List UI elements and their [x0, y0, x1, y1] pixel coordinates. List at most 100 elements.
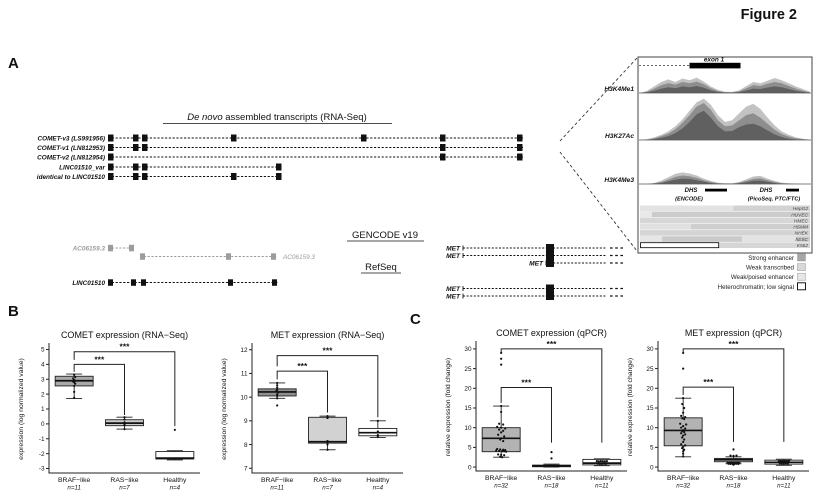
svg-text:relative expression (fold chan: relative expression (fold change) — [445, 358, 452, 456]
svg-text:***: *** — [547, 339, 558, 349]
svg-text:DHS: DHS — [760, 188, 773, 194]
svg-text:HUVEC: HUVEC — [791, 212, 808, 218]
svg-text:COMET-v1 (LN812953): COMET-v1 (LN812953) — [37, 145, 105, 152]
svg-text:H3K27Ac: H3K27Ac — [605, 133, 634, 140]
svg-text:hESC: hESC — [795, 237, 808, 243]
svg-text:***: *** — [94, 354, 105, 364]
svg-text:RAS−like: RAS−like — [313, 477, 341, 484]
svg-text:Strong enhancer: Strong enhancer — [748, 255, 794, 262]
svg-text:-1: -1 — [39, 436, 45, 443]
svg-text:LINC01510_var: LINC01510_var — [59, 164, 105, 171]
svg-text:MET expression (qPCR): MET expression (qPCR) — [685, 328, 782, 338]
svg-text:BRAF−like: BRAF−like — [485, 475, 518, 482]
svg-text:30: 30 — [464, 346, 472, 353]
svg-text:DHS: DHS — [685, 188, 698, 194]
panel-b-label: B — [8, 303, 19, 320]
svg-text:0: 0 — [468, 464, 472, 471]
svg-text:COMET-v3 (LS991956): COMET-v3 (LS991956) — [38, 135, 105, 142]
svg-text:MET: MET — [446, 286, 461, 293]
svg-text:NHEK: NHEK — [795, 231, 809, 237]
svg-text:RAS−like: RAS−like — [719, 475, 747, 482]
svg-text:8: 8 — [244, 442, 248, 449]
svg-text:n=18: n=18 — [545, 483, 559, 490]
svg-text:25: 25 — [646, 366, 654, 373]
panel-a-genomic-tracks: De novo assembled transcripts (RNA-Seq) G… — [37, 56, 813, 300]
svg-text:(ENCODE): (ENCODE) — [675, 197, 703, 203]
svg-text:11: 11 — [241, 371, 248, 378]
svg-text:***: *** — [729, 339, 740, 349]
panel-c-label: C — [410, 311, 421, 328]
svg-text:25: 25 — [464, 366, 472, 373]
svg-text:20: 20 — [646, 385, 654, 392]
svg-text:H3K4Me1: H3K4Me1 — [604, 86, 634, 93]
svg-text:***: *** — [703, 377, 714, 387]
svg-text:***: *** — [297, 361, 308, 371]
svg-text:Healthy: Healthy — [772, 475, 796, 482]
svg-text:Healthy: Healthy — [590, 475, 614, 482]
svg-text:MET: MET — [529, 260, 544, 267]
svg-text:(PicoSeq, PTC/FTC): (PicoSeq, PTC/FTC) — [748, 197, 801, 203]
svg-text:-2: -2 — [39, 451, 45, 458]
svg-text:MET: MET — [446, 293, 461, 300]
svg-text:15: 15 — [646, 405, 654, 412]
svg-text:9: 9 — [244, 418, 248, 425]
svg-text:expression (log normalized val: expression (log normalized value) — [221, 358, 228, 460]
boxplot-met-rnaseq: MET expression (RNA−Seq) expression (log … — [221, 330, 403, 492]
svg-text:RAS−like: RAS−like — [110, 477, 138, 484]
svg-text:HMEC: HMEC — [794, 218, 809, 224]
svg-text:AC06159.3: AC06159.3 — [282, 254, 315, 261]
svg-text:BRAF−like: BRAF−like — [58, 477, 91, 484]
svg-text:0: 0 — [41, 421, 45, 428]
svg-text:HSMM: HSMM — [793, 225, 808, 231]
svg-text:10: 10 — [464, 425, 472, 432]
svg-text:Heterochromatin; low signal: Heterochromatin; low signal — [718, 284, 794, 291]
svg-text:LINC01510: LINC01510 — [72, 280, 105, 287]
svg-text:COMET expression (RNA−Seq): COMET expression (RNA−Seq) — [61, 330, 188, 340]
svg-text:AC06159.3: AC06159.3 — [72, 245, 106, 252]
svg-text:4: 4 — [41, 362, 45, 369]
svg-text:Healthy: Healthy — [163, 477, 187, 484]
svg-text:MET: MET — [446, 245, 461, 252]
svg-text:***: *** — [323, 346, 334, 356]
panel-a-label: A — [8, 55, 19, 72]
svg-text:BRAF−like: BRAF−like — [261, 477, 294, 484]
svg-text:RefSeq: RefSeq — [365, 262, 397, 273]
svg-text:5: 5 — [650, 445, 654, 452]
svg-text:n=4: n=4 — [170, 485, 181, 492]
svg-text:n=4: n=4 — [373, 485, 384, 492]
svg-text:10: 10 — [240, 394, 248, 401]
svg-text:K562: K562 — [797, 243, 809, 249]
svg-text:expression (log normalized val: expression (log normalized value) — [18, 358, 25, 460]
svg-text:COMET-v2 (LN812954): COMET-v2 (LN812954) — [37, 154, 105, 161]
svg-text:12: 12 — [240, 347, 248, 354]
svg-text:MET: MET — [446, 253, 461, 260]
svg-text:GENCODE v19: GENCODE v19 — [352, 230, 418, 241]
svg-text:RAS−like: RAS−like — [537, 475, 565, 482]
svg-text:20: 20 — [464, 385, 472, 392]
svg-text:n=7: n=7 — [119, 485, 130, 492]
svg-text:***: *** — [521, 378, 532, 388]
svg-text:-3: -3 — [39, 466, 45, 473]
svg-text:2: 2 — [41, 391, 45, 398]
svg-text:10: 10 — [646, 425, 654, 432]
figure-label: Figure 2 — [740, 7, 797, 23]
svg-text:MET expression (RNA−Seq): MET expression (RNA−Seq) — [271, 330, 385, 340]
svg-text:BRAF−like: BRAF−like — [667, 475, 700, 482]
svg-text:De novo assembled transcripts: De novo assembled transcripts (RNA-Seq) — [187, 112, 367, 123]
svg-text:n=7: n=7 — [322, 485, 333, 492]
svg-text:n=32: n=32 — [494, 483, 508, 490]
svg-text:n=11: n=11 — [270, 485, 283, 492]
svg-text:30: 30 — [646, 346, 654, 353]
svg-text:7: 7 — [244, 465, 248, 472]
svg-text:0: 0 — [650, 464, 654, 471]
svg-text:n=18: n=18 — [727, 483, 741, 490]
svg-text:n=11: n=11 — [595, 483, 608, 490]
svg-text:3: 3 — [41, 376, 45, 383]
svg-text:***: *** — [120, 342, 131, 352]
boxplot-comet-rnaseq: COMET expression (RNA−Seq) expression (lo… — [18, 330, 200, 492]
svg-text:Weak transcribed: Weak transcribed — [746, 265, 795, 272]
svg-text:5: 5 — [41, 347, 45, 354]
boxplot-comet-qpcr: COMET expression (qPCR) relative expressi… — [445, 328, 627, 490]
svg-text:HepG2: HepG2 — [793, 206, 809, 212]
